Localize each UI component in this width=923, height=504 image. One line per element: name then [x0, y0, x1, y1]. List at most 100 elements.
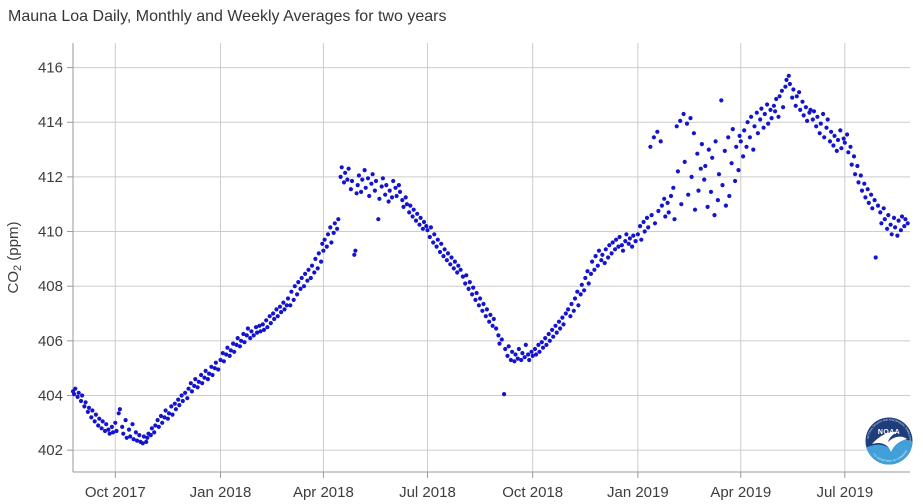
- data-point: [733, 178, 738, 184]
- data-point: [343, 170, 348, 175]
- data-point: [386, 199, 391, 204]
- data-point: [520, 351, 525, 356]
- data-point: [196, 379, 201, 384]
- data-point: [773, 109, 778, 114]
- data-point: [590, 259, 595, 264]
- data-point: [144, 439, 149, 444]
- data-point: [656, 208, 661, 214]
- noaa-logo: NOAA NATIONAL OCEANIC AND ATMOSPHERIC AD…: [865, 417, 913, 465]
- data-point: [560, 315, 565, 320]
- data-point: [905, 221, 910, 226]
- data-point: [435, 237, 440, 242]
- data-point: [727, 193, 732, 199]
- data-point: [781, 105, 786, 110]
- y-tick-label: 416: [38, 60, 63, 77]
- data-point: [898, 228, 904, 233]
- data-point: [113, 420, 118, 425]
- data-point: [421, 219, 427, 225]
- data-point: [738, 139, 743, 144]
- data-point: [338, 174, 343, 179]
- data-point: [78, 398, 84, 404]
- data-point: [675, 169, 681, 174]
- data-point: [713, 139, 718, 144]
- data-point: [237, 344, 242, 349]
- data-point: [377, 196, 382, 201]
- data-point: [445, 251, 451, 256]
- y-tick-label: 406: [38, 333, 63, 350]
- data-point: [180, 398, 185, 404]
- data-point: [155, 418, 160, 423]
- data-point: [692, 207, 698, 212]
- data-point: [841, 136, 846, 141]
- data-point: [183, 390, 188, 395]
- data-point: [400, 198, 405, 203]
- data-point: [543, 336, 548, 341]
- data-point: [554, 330, 559, 335]
- data-point: [762, 111, 767, 117]
- data-point: [761, 125, 766, 130]
- data-point: [86, 405, 92, 410]
- data-point: [384, 183, 389, 188]
- data-point: [92, 419, 97, 424]
- data-point: [464, 273, 469, 278]
- data-point: [705, 204, 710, 209]
- data-point: [345, 177, 350, 182]
- data-point: [232, 349, 237, 354]
- data-point: [466, 286, 471, 291]
- data-point: [610, 240, 615, 245]
- data-point: [831, 143, 836, 148]
- data-point: [779, 88, 785, 93]
- data-point: [734, 144, 739, 149]
- data-point: [765, 102, 770, 107]
- x-tick-label: Jul 2018: [399, 484, 456, 501]
- data-point: [585, 269, 590, 274]
- data-point: [397, 189, 403, 194]
- data-point: [418, 215, 423, 220]
- data-point: [275, 314, 280, 319]
- data-point: [481, 301, 486, 307]
- data-point: [783, 84, 788, 89]
- data-point: [189, 389, 194, 394]
- data-point: [72, 392, 77, 397]
- data-point: [638, 224, 643, 229]
- data-point: [839, 146, 844, 151]
- data-point: [751, 147, 756, 152]
- data-point: [420, 226, 425, 231]
- data-point: [720, 183, 725, 188]
- data-point: [285, 296, 291, 301]
- data-point: [354, 191, 359, 196]
- data-point: [856, 180, 861, 185]
- x-tick-label: Apr 2018: [293, 484, 354, 501]
- data-point: [651, 135, 657, 140]
- data-point: [156, 424, 161, 429]
- data-point: [824, 125, 829, 130]
- data-point: [176, 397, 181, 402]
- data-point: [627, 236, 633, 241]
- data-point: [298, 286, 303, 291]
- data-point: [784, 77, 789, 82]
- data-point: [603, 247, 608, 252]
- data-point: [612, 247, 618, 252]
- data-point: [534, 352, 539, 357]
- data-point: [158, 413, 164, 419]
- data-point: [494, 326, 499, 331]
- data-point: [808, 107, 813, 112]
- data-point: [471, 285, 476, 290]
- noaa-sea: [865, 439, 913, 465]
- data-point: [255, 330, 260, 335]
- data-point: [797, 90, 802, 95]
- x-tick-label: Jan 2019: [607, 484, 669, 501]
- data-point: [829, 129, 834, 134]
- data-point: [427, 234, 432, 240]
- data-point: [224, 352, 229, 357]
- data-point: [862, 181, 867, 186]
- data-point: [815, 114, 820, 119]
- data-point: [349, 178, 355, 184]
- data-point: [411, 207, 416, 212]
- data-point: [630, 244, 635, 249]
- data-point: [786, 73, 791, 78]
- data-point: [152, 430, 157, 435]
- data-point: [496, 333, 501, 338]
- data-point: [336, 217, 341, 222]
- data-point: [448, 262, 453, 267]
